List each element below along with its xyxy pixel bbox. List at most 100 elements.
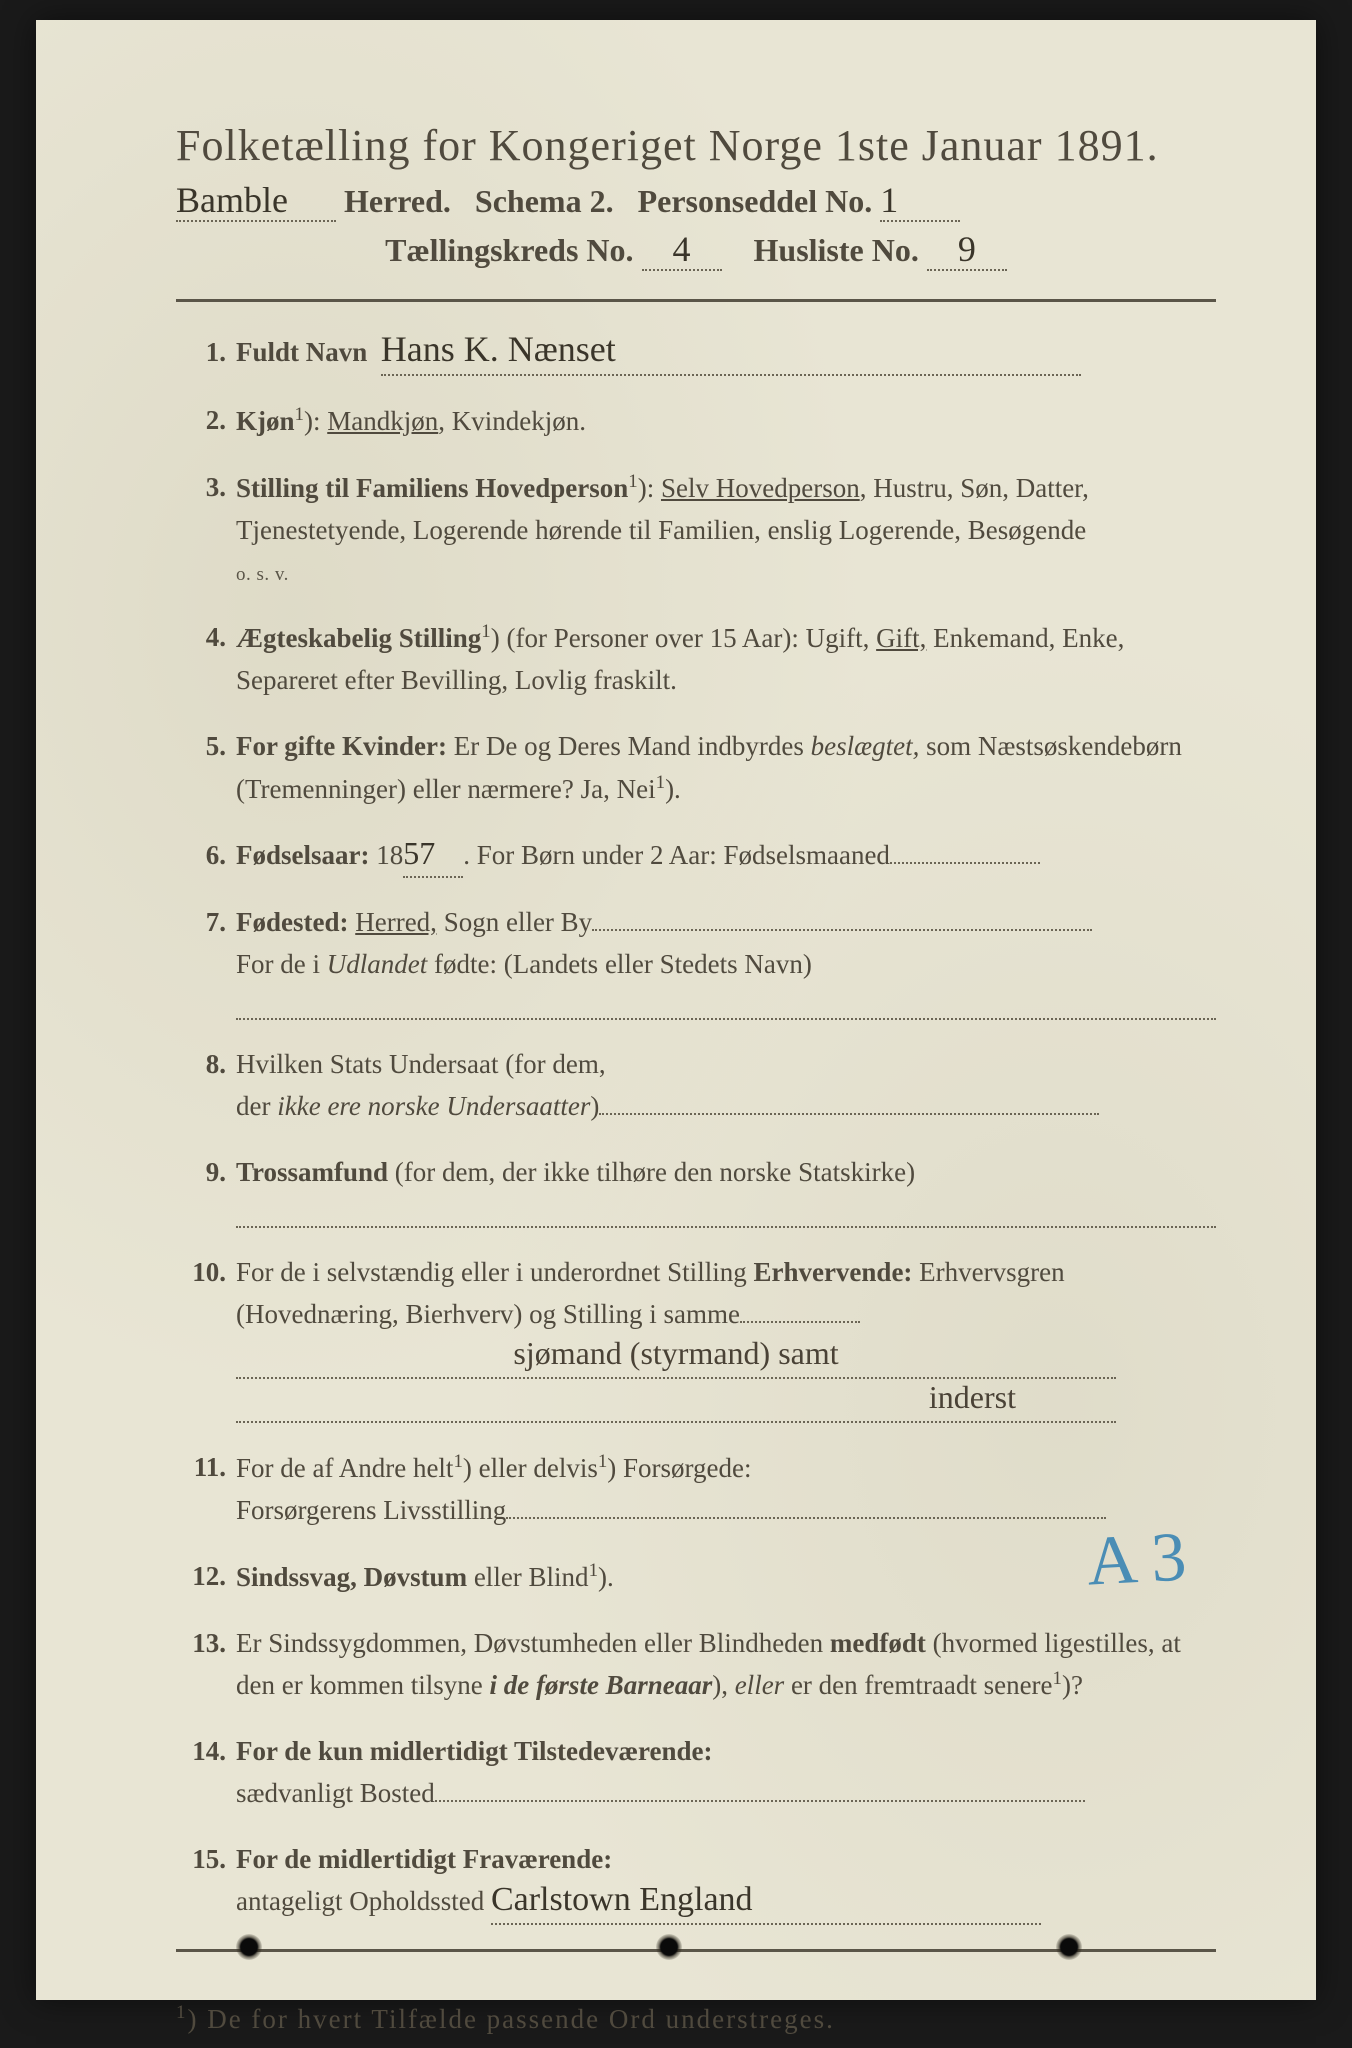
sup: 1 [589,1560,598,1581]
it2: eller [735,1670,784,1700]
t1: For de af Andre helt [236,1453,453,1483]
header-line3: Tællingskreds No. 4 Husliste No. 9 [176,232,1216,271]
occ-hw-1: sjømand (styrmand) samt [513,1341,838,1367]
item-num: 2. [176,400,226,442]
item-3: 3. Stilling til Familiens Hovedperson1):… [176,467,1216,594]
item-num: 10. [176,1252,226,1294]
paren: ) (for Personer over 15 Aar): Ugift, [491,623,876,653]
item-label: Kjøn [236,406,295,436]
birthplace-field [592,929,1092,931]
t1: eller Blind [467,1562,588,1592]
item-2: 2. Kjøn1): Mandkjøn, Kvindekjøn. [176,400,1216,443]
item-num: 14. [176,1731,226,1773]
item-label: For gifte Kvinder: [236,731,447,761]
end: )? [1062,1670,1083,1700]
item-label: Fuldt Navn [236,337,367,367]
religion-field [236,1200,1216,1228]
item-num: 8. [176,1044,226,1086]
item-label: Fødested: [236,907,348,937]
b1: Erhvervende: [753,1257,912,1287]
item-11: 11. For de af Andre helt1) eller delvis1… [176,1447,1216,1532]
l2b: Udlandet [327,949,428,979]
item-num: 11. [176,1447,226,1489]
herred-field: Bamble [176,183,336,222]
herred-handwritten: Bamble [176,186,288,215]
t3: ), [712,1670,735,1700]
item-8: 8. Hvilken Stats Undersaat (for dem, der… [176,1044,1216,1128]
item-num: 1. [176,332,226,374]
herred-label: Herred. [344,183,451,219]
item-num: 6. [176,835,226,877]
t1: For de i selvstændig eller i underordnet… [236,1257,753,1287]
end: ). [665,774,681,804]
item-15: 15. For de midlertidigt Fraværende: anta… [176,1839,1216,1925]
selected-option: Herred, [355,907,437,937]
occ-field-2: inderst [236,1379,1116,1423]
item-label: Sindssvag, Døvstum [236,1562,467,1592]
t2: sædvanligt Bosted [236,1778,435,1808]
t2a: der [236,1091,277,1121]
personseddel-label: Personseddel No. [638,183,873,219]
item-10: 10. For de i selvstændig eller i underor… [176,1252,1216,1423]
kreds-no: 4 [673,235,691,264]
t4: Forsørgerens Livsstilling [236,1495,506,1525]
item-num: 5. [176,726,226,768]
item-label: For de midlertidigt Fraværende: [236,1844,612,1874]
occ-hw-2: inderst [929,1385,1016,1411]
sup: 1 [628,471,637,492]
t1: Sogn eller By [437,907,592,937]
year-hw: 57 [403,841,435,867]
t2: . For Børn under 2 Aar: Fødselsmaaned [463,840,890,870]
provider-field [506,1517,1106,1519]
personseddel-no: 1 [880,186,898,215]
form-list: 1. Fuldt Navn Hans K. Nænset 2. Kjøn1): … [176,332,1216,1925]
kreds-field: 4 [642,232,722,271]
abroad-field [236,992,1216,1020]
dots [740,1321,860,1323]
citizenship-field [599,1113,1099,1115]
divider-top [176,299,1216,302]
t2c: ) [590,1091,599,1121]
item-label: Stilling til Familiens Hovedperson [236,473,628,503]
sup: 1 [656,772,665,793]
name-field: Hans K. Nænset [381,332,1081,376]
t1: (for dem, der ikke tilhøre den norske St… [388,1157,915,1187]
punch-hole [236,1934,262,1960]
s1: 1 [453,1451,462,1472]
item-14: 14. For de kun midlertidigt Tilstedevære… [176,1731,1216,1815]
punch-hole [656,1934,682,1960]
item-6: 6. Fødselsaar: 1857. For Børn under 2 Aa… [176,835,1216,879]
s2: 1 [598,1451,607,1472]
item-num: 3. [176,467,226,509]
l2c: fødte: (Landets eller Stedets Navn) [427,949,812,979]
item-13: 13. Er Sindssygdommen, Døvstumheden elle… [176,1623,1216,1708]
year-field: 57 [403,835,463,879]
item-text: : Mandkjøn, Kvindekjøn. [313,406,586,436]
item-label: For de kun midlertidigt Tilstedeværende: [236,1736,713,1766]
sup: 1 [295,404,304,425]
selected-option: Selv Hovedperson [661,473,860,503]
name-value: Hans K. Nænset [381,335,616,364]
t3: ) Forsørgede: [607,1453,751,1483]
occ-field-1: sjømand (styrmand) samt [236,1335,1116,1379]
fn-text: ) De for hvert Tilfælde passende Ord und… [187,2004,834,2034]
t1: Er De og Deres Mand indbyrdes [447,731,811,761]
header-line2: Bamble Herred. Schema 2. Personseddel No… [176,183,1216,222]
schema-label: Schema 2. [475,183,614,219]
it1: beslægtet, [811,731,920,761]
item-1: 1. Fuldt Navn Hans K. Nænset [176,332,1216,376]
item-4: 4. Ægteskabelig Stilling1) (for Personer… [176,617,1216,702]
t2: antageligt Opholdssted [236,1886,484,1916]
it1: i de første Barneaar [489,1670,712,1700]
item-12: 12. Sindssvag, Døvstum eller Blind1). [176,1556,1216,1599]
husliste-no: 9 [958,235,976,264]
item-num: 13. [176,1623,226,1665]
end: ). [598,1562,614,1592]
t2b: ikke ere norske Undersaatter [277,1091,590,1121]
yp: 18 [369,840,403,870]
census-form-page: Folketælling for Kongeriget Norge 1ste J… [36,20,1316,2000]
osv: o. s. v. [236,564,289,585]
item-num: 7. [176,902,226,944]
item-num: 12. [176,1556,226,1598]
l2a: For de i [236,949,327,979]
